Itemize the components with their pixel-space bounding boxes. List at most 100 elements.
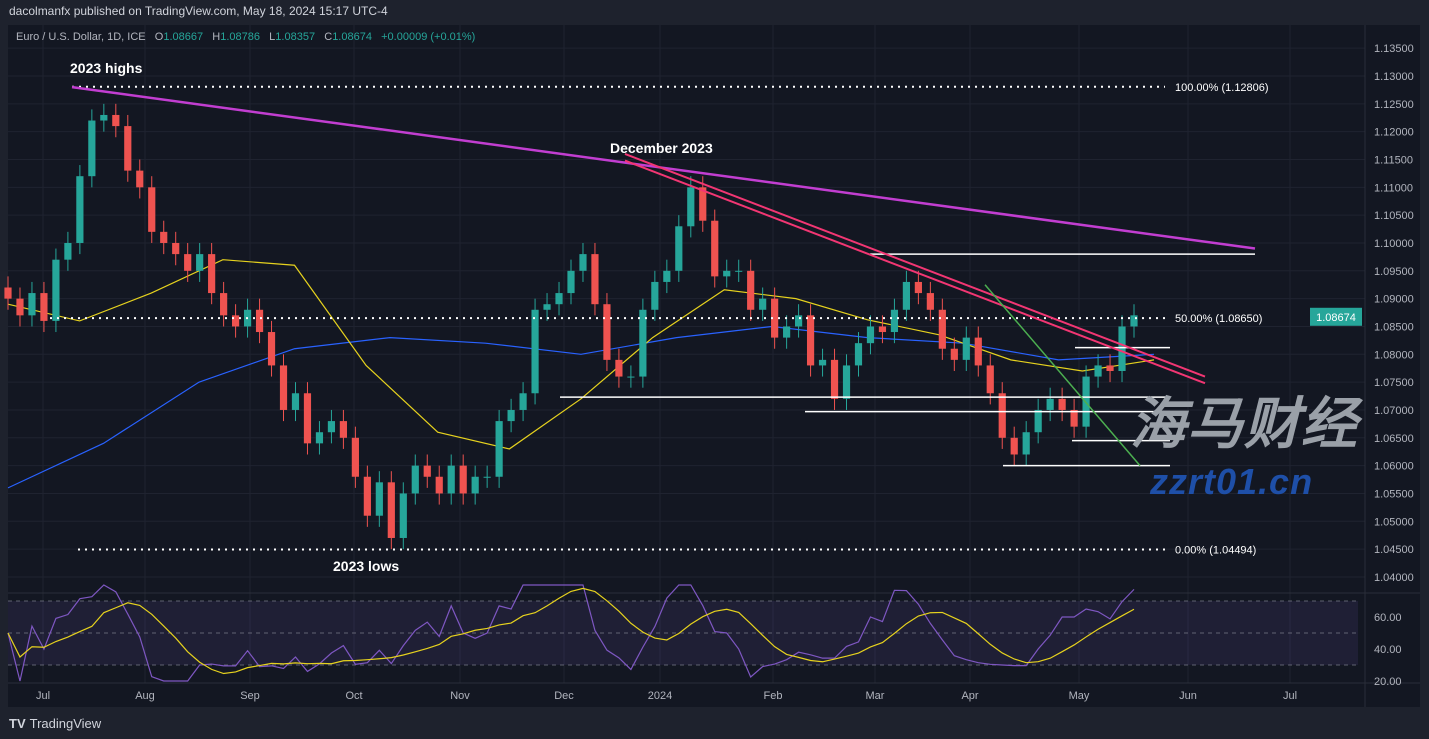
candle-body: [651, 281, 659, 310]
y-tick-label: 1.09000: [1374, 294, 1414, 306]
december-trendline-upper: [624, 152, 1206, 378]
candle-body: [914, 281, 922, 294]
y-tick-label: 1.10000: [1374, 238, 1414, 250]
candle-body: [759, 298, 767, 310]
symbol-legend: Euro / U.S. Dollar, 1D, ICE O1.08667 H1.…: [16, 31, 475, 43]
candle-body: [4, 287, 12, 299]
candle-body: [890, 309, 899, 333]
candle-body: [830, 359, 839, 399]
candle-body: [591, 254, 599, 305]
low-value: 1.08357: [275, 31, 316, 43]
candle-body: [471, 476, 479, 494]
candle-body: [675, 226, 683, 271]
candle-body: [998, 393, 1006, 438]
annotation-2023-highs: 2023 highs: [70, 60, 143, 76]
green-trendline: [984, 284, 1141, 467]
candle-body: [567, 270, 575, 294]
candle-body: [627, 376, 635, 378]
y-tick-label: 1.12000: [1374, 127, 1414, 139]
change-value: +0.00009 (+0.01%): [381, 31, 476, 43]
candle-body: [423, 465, 431, 477]
candle-body: [1118, 326, 1126, 371]
x-tick-label: Aug: [135, 690, 155, 702]
candle-body: [950, 348, 958, 360]
candle-body: [1094, 365, 1102, 377]
open-value: 1.08667: [163, 31, 204, 43]
last-price-badge: [1310, 307, 1362, 326]
y-tick-label: 1.06500: [1374, 433, 1414, 445]
candle-body: [100, 114, 108, 121]
close-label: C: [324, 31, 333, 43]
candle-body: [148, 187, 156, 232]
rsi-tick-label: 40.00: [1374, 644, 1402, 656]
candle-body: [255, 309, 264, 333]
x-tick-label: Jun: [1179, 690, 1197, 702]
close-value: 1.08674: [332, 31, 372, 43]
candle-body: [687, 187, 695, 227]
candle-body: [723, 270, 731, 277]
last-price-label: 1.08674: [1316, 312, 1356, 324]
candle-body: [303, 393, 312, 444]
fib-level-label: 0.00% (1.04494): [1175, 544, 1256, 556]
y-tick-label: 1.05500: [1374, 488, 1414, 500]
rsi-tick-label: 20.00: [1374, 676, 1402, 688]
high-label: H: [212, 31, 221, 43]
tradingview-brand[interactable]: TV TradingView: [9, 716, 101, 731]
candle-body: [76, 176, 84, 243]
candle-body: [339, 421, 347, 438]
candle-body: [986, 365, 994, 394]
candle-body: [507, 409, 515, 422]
y-tick-label: 1.11500: [1374, 154, 1413, 166]
y-tick-label: 1.08000: [1374, 349, 1414, 361]
candle-body: [1106, 365, 1114, 371]
watermark-url: zzrt01.cn: [1150, 461, 1314, 502]
candle-body: [172, 242, 180, 255]
candle-body: [926, 293, 934, 310]
candle-body: [124, 126, 132, 171]
candle-body: [232, 315, 240, 327]
candle-body: [615, 359, 623, 377]
candle-body: [88, 120, 96, 177]
annotation-december-2023: December 2023: [610, 140, 713, 156]
rsi-ma-line: [7, 587, 1135, 675]
candle-body: [435, 476, 443, 494]
y-tick-label: 1.04500: [1374, 544, 1414, 556]
candle-body: [112, 114, 120, 127]
candle-body: [711, 220, 719, 277]
y-tick-label: 1.07000: [1374, 405, 1414, 417]
publisher-line: dacolmanfx published on TradingView.com,…: [9, 4, 388, 18]
candle-body: [1034, 409, 1042, 433]
candle-body: [639, 309, 647, 377]
y-tick-label: 1.10500: [1374, 210, 1414, 222]
candle-body: [579, 254, 587, 271]
candle-body: [938, 309, 946, 349]
candle-body: [519, 393, 527, 410]
candle-body: [160, 231, 168, 243]
december-trendline-lower: [624, 159, 1206, 385]
y-tick-label: 1.05000: [1374, 516, 1414, 528]
symbol-name[interactable]: Euro / U.S. Dollar, 1D, ICE: [16, 31, 146, 43]
candle-body: [327, 421, 336, 433]
candle-body: [543, 304, 551, 310]
candle-body: [28, 293, 36, 316]
candle-body: [483, 476, 491, 478]
candle-body: [279, 365, 288, 410]
candle-body: [1022, 432, 1030, 455]
candle-body: [196, 254, 204, 271]
x-tick-label: May: [1069, 690, 1090, 702]
candle-body: [40, 293, 48, 321]
x-tick-label: Sep: [240, 690, 260, 702]
candle-body: [902, 281, 910, 310]
candle-body: [555, 293, 563, 305]
candle-body: [854, 343, 863, 366]
x-tick-label: Jul: [36, 690, 50, 702]
x-tick-label: Dec: [554, 690, 574, 702]
brand-name: TradingView: [29, 716, 102, 731]
candle-body: [735, 270, 743, 272]
high-value: 1.08786: [220, 31, 260, 43]
candle-body: [363, 476, 371, 516]
open-label: O: [154, 31, 164, 43]
candle-body: [974, 337, 982, 366]
candle-body: [1046, 398, 1054, 410]
